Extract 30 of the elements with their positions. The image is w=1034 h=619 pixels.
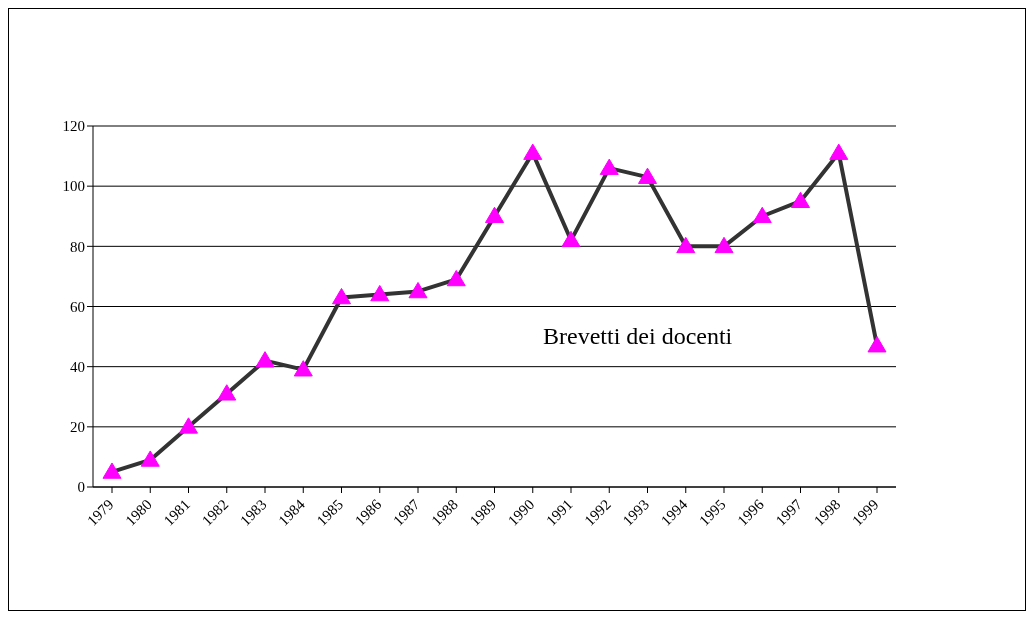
y-tick-label: 0 xyxy=(77,479,85,496)
point xyxy=(446,269,466,287)
point xyxy=(102,462,122,479)
point xyxy=(217,384,237,401)
x-tick-label: 1981 xyxy=(160,496,194,529)
point xyxy=(867,336,887,353)
point xyxy=(485,206,504,224)
y-tick-label: 40 xyxy=(70,358,85,375)
point xyxy=(408,281,428,299)
text: Brevetti dei docenti xyxy=(543,323,733,350)
y-tick-label: 120 xyxy=(62,118,85,135)
y-tick-label: 60 xyxy=(70,298,85,315)
point xyxy=(561,230,581,248)
point xyxy=(676,236,696,254)
point xyxy=(714,236,734,254)
point xyxy=(332,287,351,305)
point xyxy=(791,191,810,209)
y-tick-label: 20 xyxy=(70,419,85,436)
point xyxy=(179,417,198,434)
point xyxy=(293,360,313,377)
point xyxy=(140,450,160,467)
y-tick-label: 100 xyxy=(62,178,85,195)
point xyxy=(370,284,390,302)
point xyxy=(255,351,275,368)
point xyxy=(752,206,772,224)
point xyxy=(523,143,543,160)
point xyxy=(829,143,849,160)
y-tick-label: 80 xyxy=(70,238,85,255)
point xyxy=(599,158,619,175)
point xyxy=(638,167,657,184)
